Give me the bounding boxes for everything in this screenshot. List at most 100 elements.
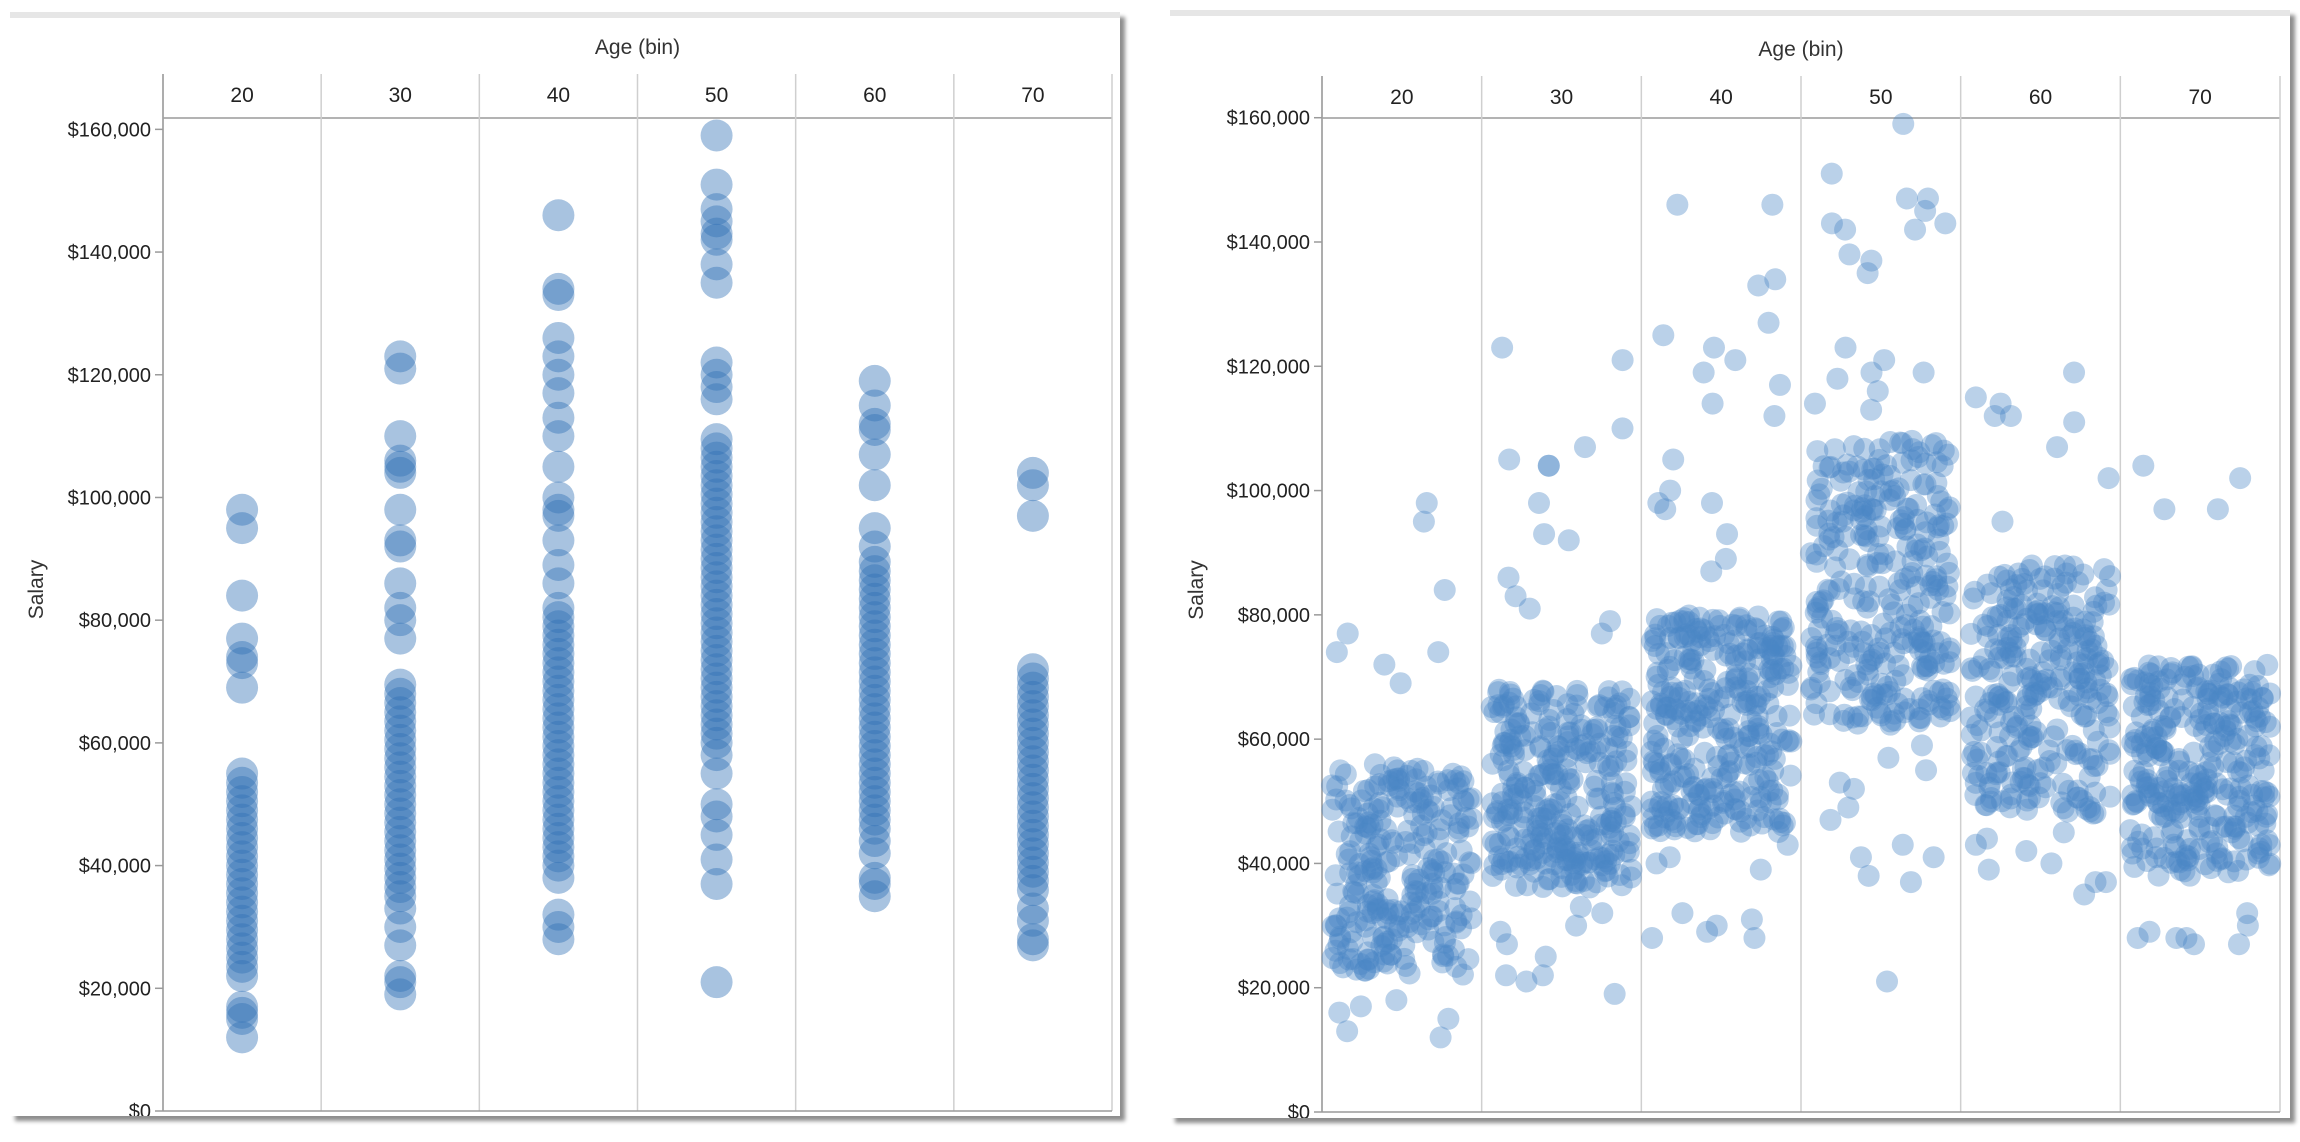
data-point-age-70 — [2145, 733, 2168, 756]
data-point-age-70 — [2187, 676, 2210, 699]
data-point-age-60 — [2086, 730, 2109, 753]
data-point-age-50 — [1932, 439, 1955, 462]
data-point-age-30 — [1538, 715, 1561, 738]
data-point-age-40 — [1649, 692, 1672, 715]
data-point-age-40 — [1722, 726, 1745, 749]
data-point-age-50 — [1938, 496, 1961, 519]
data-point-age-30 — [1562, 852, 1585, 875]
data-point-age-40 — [1756, 770, 1779, 793]
data-point-age-30 — [384, 696, 417, 729]
data-point-age-50 — [700, 598, 733, 631]
data-point-age-50 — [1825, 511, 1848, 534]
data-point-age-50 — [1827, 577, 1850, 600]
data-point-age-50 — [1803, 392, 1826, 415]
data-point-age-60 — [1964, 783, 1987, 806]
data-point-age-70 — [2133, 725, 2156, 748]
data-point-age-60 — [1996, 745, 2019, 768]
data-point-age-60 — [858, 413, 891, 446]
data-point-age-60 — [2032, 579, 2055, 602]
data-point-age-60 — [1995, 690, 2018, 713]
data-point-age-50 — [1855, 480, 1878, 503]
chart-svg-jittered: Age (bin)20 30 40 50 60 70Salary$0$20,000$40,… — [1185, 38, 2282, 1118]
data-point-age-50 — [700, 800, 733, 833]
data-point-age-50 — [1832, 461, 1855, 484]
data-point-age-50 — [700, 487, 733, 520]
data-point-age-20 — [1401, 867, 1424, 890]
data-point-age-50 — [1926, 485, 1949, 508]
data-point-age-30 — [1502, 787, 1525, 810]
data-point-age-20 — [1450, 917, 1473, 940]
data-point-age-50 — [1853, 494, 1876, 517]
data-point-age-30 — [1512, 816, 1535, 839]
data-point-age-50 — [1853, 524, 1876, 547]
data-point-age-30 — [1555, 786, 1578, 809]
data-point-age-70 — [2236, 724, 2259, 747]
data-point-age-20 — [1403, 780, 1426, 803]
data-point-age-70 — [2127, 830, 2150, 853]
data-point-age-70 — [2217, 710, 2240, 733]
data-point-age-50 — [1873, 349, 1896, 372]
data-point-age-50 — [1912, 361, 1935, 384]
data-point-age-20 — [1356, 893, 1379, 916]
data-point-age-20 — [1410, 814, 1433, 837]
data-point-age-40 — [1740, 709, 1763, 732]
data-point-age-50 — [1834, 525, 1857, 548]
data-point-age-20 — [1426, 770, 1449, 793]
data-point-age-60 — [2002, 705, 2025, 728]
data-point-age-20 — [1373, 943, 1396, 966]
data-point-age-20 — [1325, 914, 1348, 937]
data-point-age-60 — [2072, 653, 2095, 676]
data-point-age-40 — [1757, 311, 1780, 334]
data-point-age-20 — [226, 996, 259, 1029]
data-point-age-70 — [2121, 842, 2144, 865]
data-point-age-40 — [1742, 773, 1765, 796]
data-point-age-30 — [1498, 448, 1521, 471]
data-point-age-60 — [858, 665, 891, 698]
data-point-age-20 — [1329, 925, 1352, 948]
data-point-age-40 — [542, 729, 575, 762]
data-point-age-20 — [1407, 782, 1430, 805]
data-point-age-30 — [1588, 751, 1611, 774]
data-point-age-60 — [2056, 739, 2079, 762]
data-point-age-70 — [2203, 712, 2226, 735]
data-point-age-30 — [1526, 819, 1549, 842]
data-point-age-20 — [1321, 915, 1344, 938]
data-point-age-30 — [1490, 858, 1513, 881]
data-point-age-30 — [1598, 852, 1621, 875]
data-point-age-60 — [858, 739, 891, 772]
data-point-age-60 — [2066, 786, 2089, 809]
data-point-age-30 — [1572, 823, 1595, 846]
data-point-age-60 — [858, 720, 891, 753]
data-point-age-30 — [1617, 706, 1640, 729]
data-point-age-70 — [2136, 850, 2159, 873]
data-point-age-60 — [858, 702, 891, 735]
data-point-age-30 — [1566, 795, 1589, 818]
data-point-age-20 — [1387, 769, 1410, 792]
data-point-age-40 — [1680, 657, 1703, 680]
data-point-age-30 — [1489, 743, 1512, 766]
data-point-age-30 — [1543, 744, 1566, 767]
data-point-age-70 — [2174, 665, 2197, 688]
data-point-age-40 — [1771, 814, 1794, 837]
data-point-age-20 — [1327, 933, 1350, 956]
data-point-age-60 — [2045, 752, 2068, 775]
data-point-age-30 — [384, 815, 417, 848]
data-point-age-20 — [1380, 928, 1403, 951]
data-point-age-50 — [700, 469, 733, 502]
data-point-age-50 — [1870, 672, 1893, 695]
data-point-age-50 — [1857, 555, 1880, 578]
data-point-age-70 — [2196, 768, 2219, 791]
data-point-age-50 — [1911, 687, 1934, 710]
data-point-age-30 — [1526, 814, 1549, 837]
data-point-age-60 — [1977, 858, 2000, 881]
data-point-age-50 — [1876, 675, 1899, 698]
data-point-age-30 — [1513, 828, 1536, 851]
data-point-age-60 — [2013, 703, 2036, 726]
data-point-age-30 — [1565, 914, 1588, 937]
data-point-age-40 — [542, 785, 575, 818]
data-point-age-40 — [1760, 634, 1783, 657]
y-axis-label: Salary — [1185, 560, 1208, 620]
data-point-age-50 — [1912, 473, 1935, 496]
data-point-age-70 — [2148, 677, 2171, 700]
data-point-age-40 — [542, 794, 575, 827]
